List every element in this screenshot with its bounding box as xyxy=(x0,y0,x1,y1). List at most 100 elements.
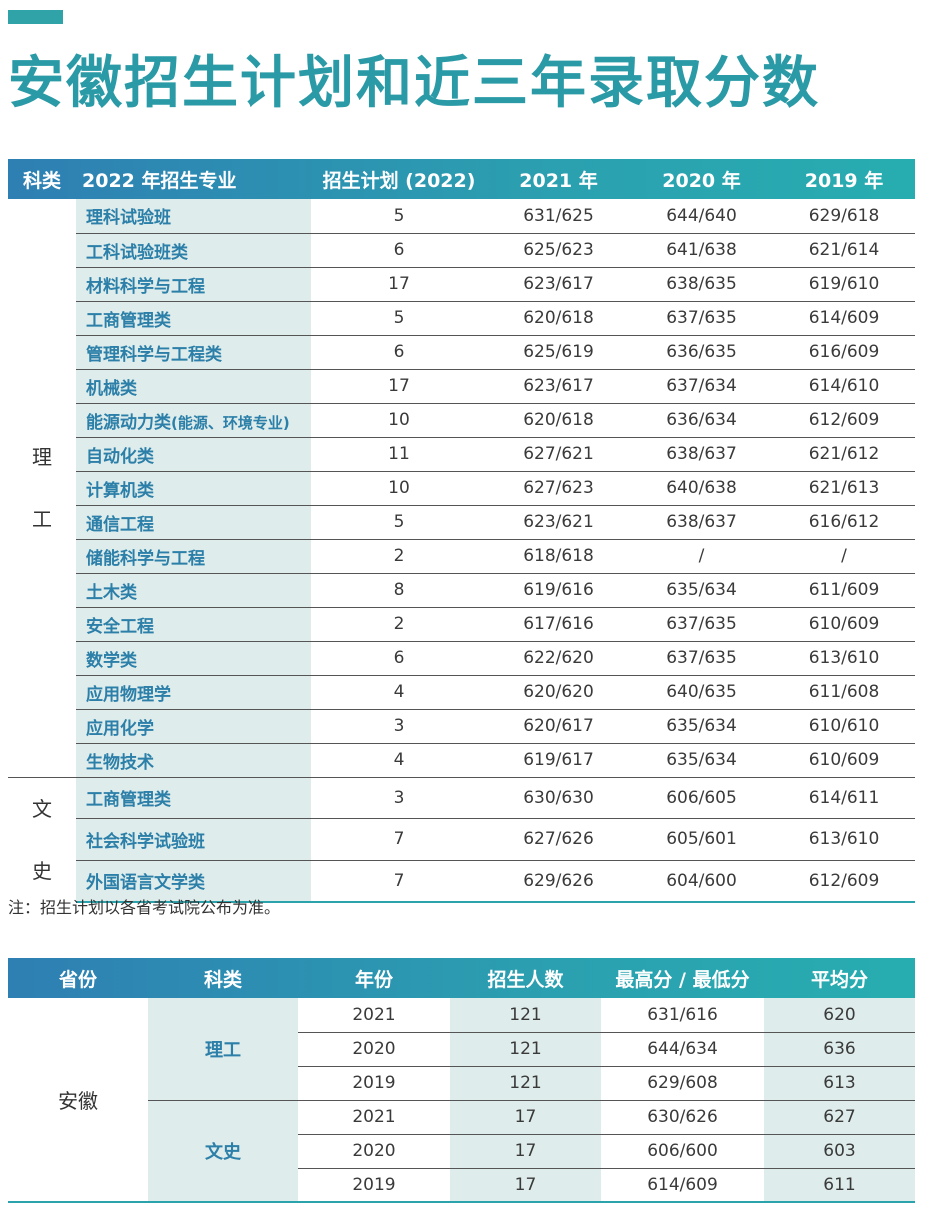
plan-cell: 10 xyxy=(311,403,487,438)
admission-score-table: 省份 科类 年份 招生人数 最高分 / 最低分 平均分 安徽 理工 2021 121 6… xyxy=(8,958,915,1203)
average-cell: 613 xyxy=(764,1066,915,1101)
plan-cell: 6 xyxy=(311,641,487,676)
score-2019-cell: 610/609 xyxy=(773,607,915,642)
major-name: 工商管理类 xyxy=(86,310,171,331)
score-2019-cell: 616/609 xyxy=(773,335,915,370)
major-cell: 管理科学与工程类 xyxy=(76,335,311,370)
score-2020-cell: 638/637 xyxy=(630,505,773,540)
plan-cell: 11 xyxy=(311,437,487,472)
major-cell: 自动化类 xyxy=(76,437,311,472)
major-name: 材料科学与工程 xyxy=(86,276,205,297)
score-2019-cell: 629/618 xyxy=(773,199,915,234)
score-2021-cell: 617/616 xyxy=(487,607,630,642)
score-2020-cell: 635/634 xyxy=(630,709,773,744)
table-row: 安徽 理工 2021 121 631/616 620 xyxy=(8,998,915,1203)
enrollment-plan-table: 科类 2022 年招生专业 招生计划 (2022) 2021 年 2020 年 … xyxy=(8,159,915,903)
table-row: 能源动力类(能源、环境专业) 10 620/618 636/634 612/609 xyxy=(8,403,915,438)
table-header-row: 科类 2022 年招生专业 招生计划 (2022) 2021 年 2020 年 … xyxy=(8,159,915,199)
table-row: 机械类 17 623/617 637/634 614/610 xyxy=(8,369,915,404)
page-title: 安徽招生计划和近三年录取分数 xyxy=(8,51,820,116)
major-cell: 工商管理类 xyxy=(76,777,311,819)
major-name: 理科试验班 xyxy=(86,208,171,229)
year-cell: 2019 xyxy=(298,1066,450,1101)
col-header-plan: 招生计划 (2022) xyxy=(322,169,476,192)
score-2019-cell: / xyxy=(773,539,915,574)
table-row: 2019 17 614/609 611 xyxy=(8,1168,915,1203)
plan-cell: 5 xyxy=(311,199,487,234)
title-accent-bar xyxy=(8,10,63,24)
score-2019-cell: 614/609 xyxy=(773,301,915,336)
score-2020-cell: 637/634 xyxy=(630,369,773,404)
table-row: 社会科学试验班 7 627/626 605/601 613/610 xyxy=(8,818,915,861)
score-2021-cell: 625/619 xyxy=(487,335,630,370)
plan-cell: 17 xyxy=(311,369,487,404)
table-row: 外国语言文学类 7 629/626 604/600 612/609 xyxy=(8,860,915,903)
score-2020-cell: 636/634 xyxy=(630,403,773,438)
table-row: 自动化类 11 627/621 638/637 621/612 xyxy=(8,437,915,472)
col-header-major: 2022 年招生专业 xyxy=(82,169,237,192)
plan-cell: 4 xyxy=(311,675,487,710)
count-cell: 17 xyxy=(450,1168,601,1203)
table-header-row: 省份 科类 年份 招生人数 最高分 / 最低分 平均分 xyxy=(8,958,915,998)
score-range-cell: 644/634 xyxy=(601,1032,764,1067)
category-cell: 文史 xyxy=(8,777,76,902)
year-cell: 2019 xyxy=(298,1168,450,1203)
count-cell: 121 xyxy=(450,1066,601,1101)
score-2020-cell: 605/601 xyxy=(630,818,773,861)
table-row: 土木类 8 619/616 635/634 611/609 xyxy=(8,573,915,608)
score-2019-cell: 612/609 xyxy=(773,860,915,903)
score-2019-cell: 613/610 xyxy=(773,818,915,861)
plan-cell: 3 xyxy=(311,709,487,744)
major-cell: 应用化学 xyxy=(76,709,311,744)
plan-cell: 17 xyxy=(311,267,487,302)
major-name: 能源动力类 xyxy=(86,412,171,433)
plan-cell: 7 xyxy=(311,818,487,861)
average-cell: 627 xyxy=(764,1100,915,1135)
table-row: 计算机类 10 627/623 640/638 621/613 xyxy=(8,471,915,506)
score-2020-cell: 638/637 xyxy=(630,437,773,472)
major-cell: 工商管理类 xyxy=(76,301,311,336)
score-2019-cell: 610/609 xyxy=(773,743,915,778)
major-name: 工科试验班类 xyxy=(86,242,188,263)
col-header-category: 科类 xyxy=(203,968,242,991)
footnote: 注：招生计划以各省考试院公布为准。 xyxy=(8,898,281,917)
col-header-2019: 2019 年 xyxy=(804,169,884,192)
score-2019-cell: 619/610 xyxy=(773,267,915,302)
count-cell: 121 xyxy=(450,1032,601,1067)
major-name: 工商管理类 xyxy=(86,790,171,811)
score-2021-cell: 625/623 xyxy=(487,233,630,268)
score-2020-cell: 606/605 xyxy=(630,777,773,819)
score-2021-cell: 623/621 xyxy=(487,505,630,540)
major-cell: 能源动力类(能源、环境专业) xyxy=(76,403,311,438)
table-row: 数学类 6 622/620 637/635 613/610 xyxy=(8,641,915,676)
category-char: 理 xyxy=(32,444,52,469)
average-cell: 603 xyxy=(764,1134,915,1169)
score-2020-cell: 636/635 xyxy=(630,335,773,370)
category-char: 工 xyxy=(32,506,52,531)
score-2019-cell: 621/613 xyxy=(773,471,915,506)
score-2021-cell: 623/617 xyxy=(487,267,630,302)
major-name: 外国语言文学类 xyxy=(86,873,205,893)
col-header-average: 平均分 xyxy=(810,968,868,991)
category-cell: 理工 xyxy=(148,998,298,1101)
score-2020-cell: 637/635 xyxy=(630,641,773,676)
table-row: 2019 121 629/608 613 xyxy=(8,1066,915,1101)
score-2019-cell: 614/611 xyxy=(773,777,915,819)
col-header-2020: 2020 年 xyxy=(662,169,741,192)
col-header-year: 年份 xyxy=(354,968,393,991)
score-2020-cell: 637/635 xyxy=(630,607,773,642)
major-cell: 土木类 xyxy=(76,573,311,608)
score-range-cell: 630/626 xyxy=(601,1100,764,1135)
year-cell: 2021 xyxy=(298,1100,450,1135)
score-range-cell: 629/608 xyxy=(601,1066,764,1101)
score-2020-cell: 638/635 xyxy=(630,267,773,302)
score-2021-cell: 631/625 xyxy=(487,199,630,234)
score-2021-cell: 630/630 xyxy=(487,777,630,819)
major-cell: 工科试验班类 xyxy=(76,233,311,268)
category-char: 史 xyxy=(32,858,52,883)
major-note: (能源、环境专业) xyxy=(171,413,290,432)
major-cell: 通信工程 xyxy=(76,505,311,540)
score-2019-cell: 610/610 xyxy=(773,709,915,744)
average-cell: 636 xyxy=(764,1032,915,1067)
plan-cell: 2 xyxy=(311,607,487,642)
